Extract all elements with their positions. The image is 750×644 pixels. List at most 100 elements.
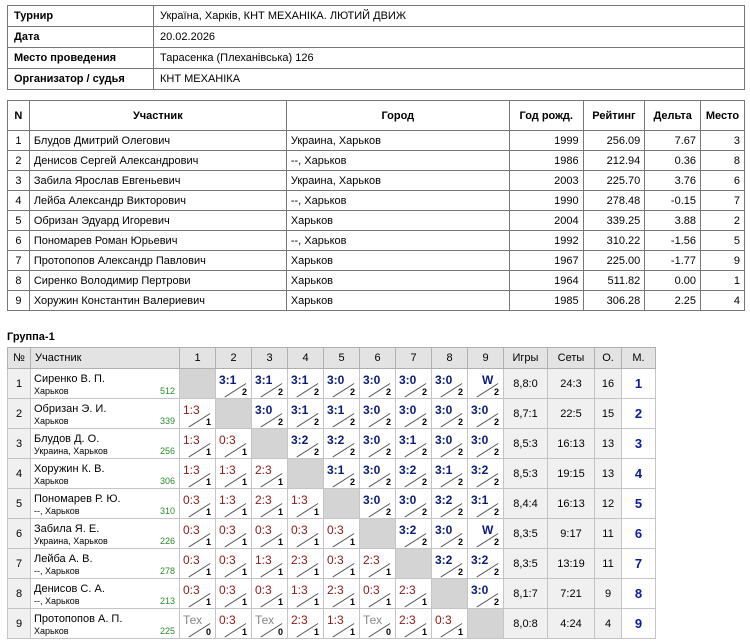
participant-year: 1985: [508, 290, 584, 311]
result-divider-line: [188, 623, 211, 638]
cross-score: 3:0: [363, 403, 381, 417]
cross-row-number: 9: [7, 608, 31, 639]
cross-result-cell: 0:3 1: [179, 548, 216, 579]
cross-match-points: 1: [313, 567, 319, 577]
cross-player-name: Хоружин К. В.: [34, 462, 105, 475]
cross-score: 0:3: [327, 553, 344, 567]
cross-match-points: 2: [313, 387, 319, 397]
cross-match-points: 2: [457, 387, 463, 397]
cross-score: 2:3: [399, 613, 416, 627]
cross-match-points: 2: [493, 507, 499, 517]
cross-result-cell: 3:0 2: [359, 368, 396, 399]
cross-games: 8,3:5: [503, 548, 548, 579]
result-divider-line: [296, 383, 319, 398]
cross-result-cell: 3:0 2: [251, 398, 288, 429]
cross-result-cell: 2:3 1: [251, 488, 288, 519]
cross-score: 3:1: [291, 373, 309, 387]
cross-score: 3:2: [435, 553, 453, 567]
cross-score: 3:0: [471, 433, 489, 447]
participant-n: 6: [7, 230, 30, 251]
cross-points: 13: [594, 428, 622, 459]
result-divider-line: [404, 443, 427, 458]
cross-result-cell: 3:1 2: [395, 428, 432, 459]
cross-score: 3:0: [435, 433, 453, 447]
cross-score: 1:3: [183, 403, 200, 417]
cross-match-points: 2: [493, 567, 499, 577]
participant-rating: 225.00: [582, 250, 646, 271]
cross-games: 8,7:1: [503, 398, 548, 429]
participant-place: 6: [700, 170, 745, 191]
cross-result-cell: 3:2 2: [395, 458, 432, 489]
cross-score: 3:0: [363, 373, 381, 387]
participant-n: 7: [7, 250, 30, 271]
cross-col-opponent: 9: [467, 347, 504, 369]
cross-score: 3:1: [291, 403, 309, 417]
cross-score: 0:3: [219, 583, 236, 597]
cross-score: 3:0: [471, 583, 489, 597]
cross-match-points: 2: [493, 447, 499, 457]
cross-match-points: 2: [313, 447, 319, 457]
cross-col-opponent: 7: [395, 347, 432, 369]
cross-player-name: Забила Я. Е.: [34, 522, 100, 535]
cross-sets: 13:19: [547, 548, 595, 579]
participant-row: 4 Лейба Александр Викторович --, Харьков 19…: [7, 190, 745, 211]
cross-score: 3:1: [435, 463, 453, 477]
cross-score: 3:0: [471, 403, 489, 417]
cross-place: 6: [621, 518, 656, 549]
participant-name: Пономарев Роман Юрьевич: [28, 230, 287, 251]
cross-diagonal-cell: [395, 548, 432, 579]
cross-sets: 22:5: [547, 398, 595, 429]
cross-score: 3:1: [327, 403, 345, 417]
info-row: Турнир Україна, Харків, КНТ МЕХАНІКА. ЛЮТ…: [7, 5, 745, 27]
cross-player-name: Сиренко В. П.: [34, 372, 105, 385]
result-divider-line: [332, 473, 355, 488]
result-divider-line: [440, 413, 463, 428]
cross-row-number: 7: [7, 548, 31, 579]
cross-score: W: [482, 523, 494, 537]
participant-year: 1999: [508, 130, 584, 151]
cross-row: 5 Пономарев Р. Ю. --, Харьков 310 0:3 1 1:3 1 2:…: [7, 488, 656, 519]
result-divider-line: [224, 473, 247, 488]
result-divider-line: [332, 593, 355, 608]
cross-place: 2: [621, 398, 656, 429]
result-divider-line: [368, 563, 391, 578]
cross-result-cell: 3:0 2: [395, 488, 432, 519]
cross-col-place: М.: [621, 347, 656, 369]
participant-row: 1 Блудов Дмитрий Олегович Украина, Харьков…: [7, 130, 745, 151]
cross-match-points: 2: [493, 597, 499, 607]
cross-result-cell: 3:1 2: [323, 398, 360, 429]
cross-result-cell: 0:3 1: [323, 518, 360, 549]
cross-row: 8 Денисов С. А. --, Харьков 213 0:3 1 0:3 1 0:3 1…: [7, 578, 656, 609]
participant-city: Харьков: [285, 210, 510, 231]
participants-col-header: Год рожд.: [508, 100, 584, 131]
participant-row: 9 Хоружин Константин Валериевич Харьков 198…: [7, 290, 745, 311]
cross-col-opponent: 2: [215, 347, 252, 369]
cross-player-name: Протопопов А. П.: [34, 612, 123, 625]
participant-rating: 511.82: [582, 270, 646, 291]
participant-n: 5: [7, 210, 30, 231]
result-divider-line: [188, 593, 211, 608]
cross-result-cell: 0:3 1: [179, 578, 216, 609]
cross-player-rating: 512: [159, 386, 175, 396]
cross-games: 8,5:3: [503, 428, 548, 459]
result-divider-line: [188, 413, 211, 428]
result-divider-line: [296, 533, 319, 548]
info-label: Организатор / судья: [7, 68, 154, 90]
cross-result-cell: 0:3 1: [431, 608, 468, 639]
cross-match-points: 1: [205, 477, 211, 487]
result-divider-line: [332, 413, 355, 428]
cross-match-points: 1: [205, 567, 211, 577]
participant-year: 1967: [508, 250, 584, 271]
cross-row-number: 1: [7, 368, 31, 399]
result-divider-line: [476, 563, 499, 578]
cross-result-cell: 3:2 2: [467, 548, 504, 579]
cross-result-cell: 3:0 2: [467, 578, 504, 609]
cross-match-points: 1: [205, 417, 211, 427]
participant-row: 8 Сиренко Володимир Пертрови Харьков 1964 51…: [7, 270, 745, 291]
cross-row: 9 Протопопов А. П. Харьков 225 Тех 0 0:3 1 Тех 0 2…: [7, 608, 656, 639]
participants-header-row: N Участник Город Год рожд. Рейтинг Дельта Мест…: [7, 100, 745, 131]
cross-match-points: 2: [349, 387, 355, 397]
participant-place: 8: [700, 150, 745, 171]
cross-match-points: 1: [349, 567, 355, 577]
